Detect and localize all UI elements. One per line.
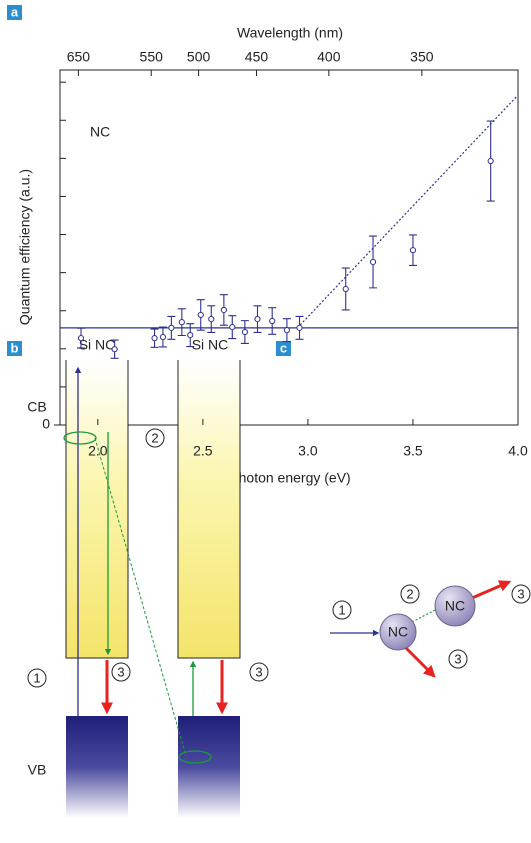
step-number: 3 bbox=[454, 651, 461, 666]
step-circle bbox=[448, 649, 468, 669]
x2-tick-label: 550 bbox=[140, 49, 164, 65]
x-tick-label: 4.0 bbox=[508, 443, 528, 459]
band-label: VB bbox=[28, 762, 47, 778]
x-tick-label: 3.0 bbox=[298, 443, 318, 459]
conduction-band bbox=[178, 360, 240, 658]
panel-label-box bbox=[7, 341, 22, 356]
emission-arrow bbox=[404, 646, 436, 678]
x-axis-label: Photon energy (eV) bbox=[229, 470, 350, 486]
step-circle bbox=[249, 662, 269, 682]
nanocrystal bbox=[434, 585, 476, 627]
data-point bbox=[296, 324, 303, 331]
panel-label: c bbox=[280, 340, 287, 355]
data-point bbox=[178, 319, 185, 326]
data-point bbox=[229, 324, 236, 331]
nc-label: Si NC bbox=[79, 337, 116, 353]
panel-label: b bbox=[11, 340, 19, 355]
conduction-band bbox=[66, 360, 128, 658]
step-number: 3 bbox=[517, 586, 524, 601]
data-point bbox=[283, 327, 290, 334]
data-point bbox=[220, 306, 227, 314]
x2-tick-label: 650 bbox=[67, 49, 91, 65]
transfer-line bbox=[94, 437, 187, 757]
nanocrystal bbox=[379, 613, 417, 651]
panel-label-box bbox=[276, 341, 291, 356]
transfer-line bbox=[411, 608, 438, 623]
data-point bbox=[159, 333, 167, 341]
data-point bbox=[111, 346, 118, 353]
plot-frame bbox=[59, 69, 519, 426]
x2-tick-label: 450 bbox=[245, 49, 269, 65]
x-tick-label: 2.0 bbox=[88, 443, 108, 459]
step-number: 3 bbox=[255, 664, 262, 679]
step-number: 2 bbox=[406, 586, 413, 601]
data-point bbox=[187, 332, 194, 339]
band-outline bbox=[65, 360, 129, 659]
x2-axis-label: Wavelength (nm) bbox=[237, 25, 343, 41]
nc-label: NC bbox=[388, 624, 408, 640]
panel-label: a bbox=[11, 4, 19, 19]
step-number: 1 bbox=[33, 670, 40, 685]
y-axis-label: Quantum efficiency (a.u.) bbox=[17, 169, 33, 325]
y-tick-label: 0 bbox=[42, 416, 50, 432]
panel-label-box bbox=[7, 5, 22, 20]
x-tick-label: 2.5 bbox=[193, 443, 213, 459]
step-circle bbox=[145, 428, 165, 448]
step-number: 1 bbox=[338, 602, 345, 617]
data-point bbox=[197, 311, 204, 319]
nc-label: NC bbox=[445, 598, 465, 614]
nc-label: Si NC bbox=[192, 337, 229, 353]
data-point bbox=[151, 335, 158, 342]
data-point bbox=[241, 328, 248, 336]
emission-arrow bbox=[471, 580, 512, 600]
x2-tick-label: 500 bbox=[187, 49, 211, 65]
step-number: 2 bbox=[151, 430, 158, 445]
data-point bbox=[342, 285, 349, 293]
step-circle bbox=[111, 662, 131, 682]
x2-tick-label: 400 bbox=[317, 49, 341, 65]
band-label: CB bbox=[27, 399, 46, 415]
valence-band bbox=[66, 716, 128, 818]
data-point bbox=[409, 247, 417, 254]
step-circle bbox=[332, 600, 352, 620]
data-point bbox=[254, 316, 261, 323]
data-point bbox=[77, 335, 85, 342]
band-outline bbox=[177, 360, 241, 659]
x2-tick-label: 350 bbox=[410, 49, 434, 65]
step-number: 3 bbox=[117, 664, 124, 679]
trend-fit bbox=[296, 94, 519, 329]
step-circle bbox=[27, 668, 47, 688]
annotation: NC bbox=[90, 124, 110, 140]
carrier-ellipse bbox=[63, 431, 97, 445]
data-point bbox=[208, 316, 215, 323]
data-point bbox=[168, 324, 175, 331]
step-circle bbox=[400, 584, 420, 604]
step-circle bbox=[511, 584, 531, 604]
data-point bbox=[487, 157, 494, 165]
x-tick-label: 3.5 bbox=[403, 443, 423, 459]
data-point bbox=[269, 317, 276, 325]
diagram-b: Si NC Si NC CB VB 1 2 3 3 bbox=[27, 337, 269, 818]
data-point bbox=[369, 258, 377, 266]
carrier-ellipse bbox=[178, 750, 212, 764]
diagram-c: NC NC 1 2 3 3 bbox=[330, 580, 531, 678]
valence-band bbox=[178, 716, 240, 818]
